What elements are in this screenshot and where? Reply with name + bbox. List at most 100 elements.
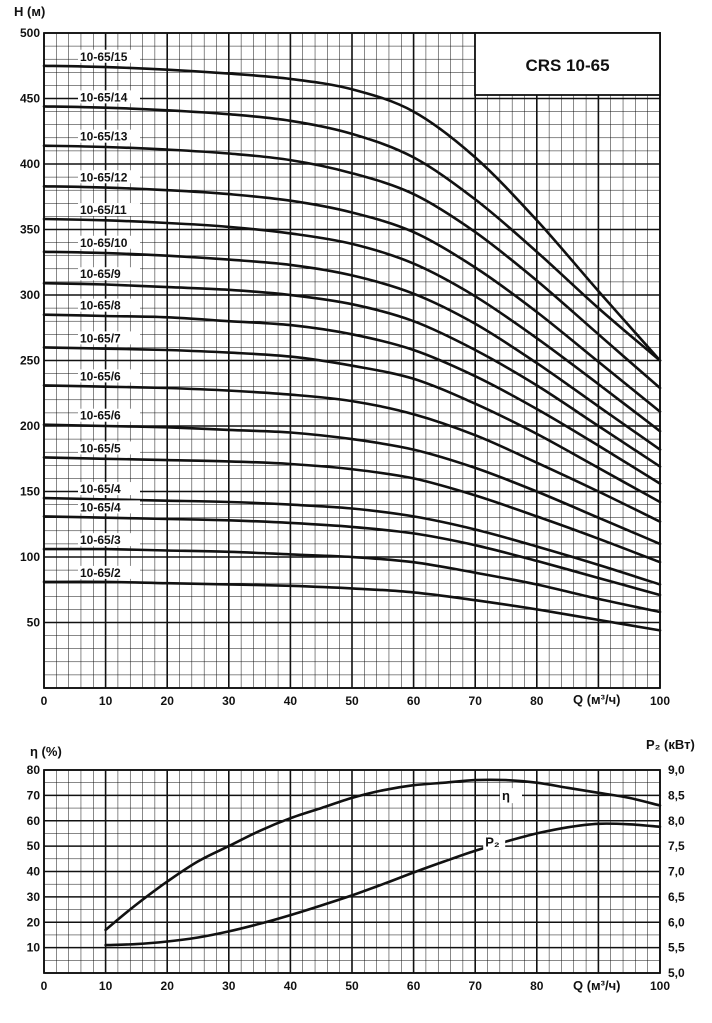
bottom-x-tick-label: 40 (284, 979, 298, 993)
curve-label: 10-65/15 (80, 50, 128, 64)
curve-label: 10-65/2 (80, 566, 121, 580)
curve-label: 10-65/3 (80, 533, 121, 547)
bottom-right-y-tick-label: 9,0 (668, 763, 685, 777)
bottom-x-tick-label: 80 (530, 979, 544, 993)
curve-label-bg (78, 331, 140, 345)
efficiency-series-label: η (502, 788, 510, 803)
curve-label-bg (78, 441, 140, 455)
curve-label-bg (78, 408, 140, 422)
top-x-tick-label: 70 (469, 694, 483, 708)
head-curve (42, 313, 662, 485)
head-curve (42, 496, 662, 586)
head-curve (42, 250, 662, 451)
power-curve (104, 822, 662, 947)
bottom-right-y-tick-label: 7,5 (668, 839, 685, 853)
curve-label: 10-65/5 (80, 441, 121, 455)
head-curve (42, 346, 662, 504)
curve-label-bg (78, 565, 140, 579)
top-x-tick-label: 80 (530, 694, 544, 708)
curve-label: 10-65/4 (80, 482, 121, 496)
curve-label: 10-65/7 (80, 331, 121, 345)
top-y-tick-label: 450 (20, 92, 40, 106)
series-label-bg (483, 834, 506, 850)
top-y-axis-label: H (м) (14, 4, 45, 19)
bottom-x-tick-label: 100 (650, 979, 670, 993)
top-x-axis-label: Q (м³/ч) (573, 692, 621, 707)
top-y-tick-label: 100 (20, 550, 40, 564)
curve-label-bg (78, 369, 140, 383)
bottom-x-tick-label: 10 (99, 979, 113, 993)
curve-label-bg (78, 298, 140, 312)
top-y-tick-label: 250 (20, 354, 40, 368)
curve-label: 10-65/10 (80, 236, 128, 250)
curve-label: 10-65/9 (80, 267, 121, 281)
bottom-right-y-tick-label: 7,0 (668, 865, 685, 879)
top-y-tick-label: 400 (20, 157, 40, 171)
bottom-right-y-tick-label: 8,0 (668, 814, 685, 828)
curve-label: 10-65/4 (80, 500, 121, 514)
bottom-right-y-tick-label: 5,0 (668, 966, 685, 980)
curve-label: 10-65/6 (80, 409, 121, 423)
bottom-left-y-tick-label: 50 (27, 839, 41, 853)
bottom-right-y-tick-label: 6,5 (668, 890, 685, 904)
bottom-x-tick-label: 70 (469, 979, 483, 993)
head-curve (42, 281, 662, 468)
head-curve (42, 144, 662, 390)
efficiency-curve (104, 778, 662, 932)
bottom-left-y-tick-label: 20 (27, 915, 41, 929)
curve-label-bg (78, 533, 140, 547)
head-curve (42, 456, 662, 564)
bottom-right-y-tick-label: 6,0 (668, 915, 685, 929)
top-x-tick-label: 30 (222, 694, 236, 708)
bottom-x-axis-label: Q (м³/ч) (573, 978, 621, 993)
head-curve (42, 580, 662, 632)
bottom-right-y-axis-label: P₂ (кВт) (646, 737, 695, 752)
curve-label-bg (78, 129, 140, 143)
bottom-right-y-tick-label: 5,5 (668, 941, 685, 955)
curve-label-bg (78, 90, 140, 104)
efficiency-power-plot: 10 20 30 40 50 60 70 80 5,0 5,5 6,0 6,5 7,0 7,5 8,0 8,5… (27, 763, 685, 993)
series-label-bg (500, 788, 522, 804)
bottom-x-tick-label: 0 (41, 979, 48, 993)
curve-label: 10-65/8 (80, 299, 121, 313)
top-x-tick-label: 10 (99, 694, 113, 708)
bottom-left-y-tick-label: 70 (27, 788, 41, 802)
top-x-tick-label: 60 (407, 694, 421, 708)
bottom-right-y-tick-label: 8,5 (668, 788, 685, 802)
curve-label-bg (78, 500, 140, 514)
top-x-tick-label: 100 (650, 694, 670, 708)
top-y-tick-label: 300 (20, 288, 40, 302)
curve-label: 10-65/13 (80, 130, 128, 144)
top-y-tick-label: 200 (20, 419, 40, 433)
top-y-tick-label: 350 (20, 223, 40, 237)
top-x-tick-label: 40 (284, 694, 298, 708)
head-curve (42, 515, 662, 597)
model-label: CRS 10-65 (525, 56, 609, 75)
curve-label: 10-65/14 (80, 90, 128, 104)
bottom-x-tick-label: 30 (222, 979, 236, 993)
head-curve (42, 105, 662, 362)
head-curve (42, 547, 662, 614)
curve-label-bg (78, 482, 140, 496)
bottom-x-tick-label: 60 (407, 979, 421, 993)
bottom-left-y-tick-label: 30 (27, 890, 41, 904)
bottom-left-y-tick-label: 80 (27, 763, 41, 777)
top-x-tick-label: 0 (41, 694, 48, 708)
curve-label: 10-65/12 (80, 170, 128, 184)
curve-label-bg (78, 49, 140, 63)
top-y-tick-label: 500 (20, 26, 40, 40)
model-label-box (474, 32, 661, 96)
curve-label-bg (78, 267, 140, 281)
head-curve (42, 185, 662, 413)
top-x-tick-label: 50 (345, 694, 359, 708)
top-y-tick-label: 150 (20, 485, 40, 499)
head-curve (42, 217, 662, 433)
top-y-tick-label: 50 (27, 616, 41, 630)
bottom-x-tick-label: 50 (345, 979, 359, 993)
curve-label: 10-65/11 (80, 203, 127, 217)
curve-label-bg (78, 203, 140, 217)
head-curve-plot: CRS 10-65 50 100 150 200 250 300 350 400 450 500 0 1… (20, 26, 670, 708)
head-curve (42, 384, 662, 523)
bottom-left-y-tick-label: 10 (27, 941, 41, 955)
